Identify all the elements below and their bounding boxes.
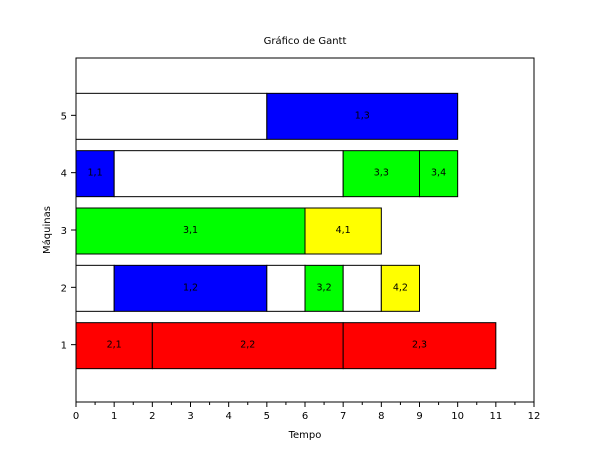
gantt-bar-2-1 bbox=[75, 322, 153, 370]
gantt-bar-label-1-2: 1,2 bbox=[183, 282, 198, 293]
gantt-bar-idle-15 bbox=[75, 92, 268, 140]
x-tick-label-1: 1 bbox=[111, 411, 117, 422]
gantt-bar-idle-5 bbox=[266, 264, 306, 312]
gantt-bar-label-1-3: 1,3 bbox=[355, 110, 370, 121]
gantt-bar-label-1-1: 1,1 bbox=[88, 168, 103, 179]
y-axis-label: Máquinas bbox=[41, 206, 53, 254]
gantt-bar-3-4 bbox=[419, 150, 459, 198]
gantt-bar-idle-7 bbox=[342, 264, 382, 312]
gantt-bar-idle-3 bbox=[75, 264, 115, 312]
gantt-bar-label-4-2: 4,2 bbox=[393, 282, 408, 293]
y-tick-label-4: 4 bbox=[61, 169, 67, 180]
gantt-bar-label-3-1: 3,1 bbox=[183, 225, 198, 236]
x-tick-label-10: 10 bbox=[451, 411, 464, 422]
gantt-bar-4-2 bbox=[380, 264, 421, 312]
gantt-bar-4-1 bbox=[304, 207, 382, 255]
x-tick-label-12: 12 bbox=[528, 411, 541, 422]
y-tick-label-1: 1 bbox=[61, 341, 67, 352]
bars-layer: 2,1 2,2 2,3 1,2 3,2 4,2 3,1 4,1 1,1 3,3 3,4 1,3 bbox=[75, 92, 497, 370]
gantt-bar-label-3-4: 3,4 bbox=[431, 168, 446, 179]
x-tick-label-7: 7 bbox=[340, 411, 346, 422]
x-tick-label-0: 0 bbox=[73, 411, 79, 422]
gantt-bar-label-2-1: 2,1 bbox=[107, 340, 122, 351]
x-tick-label-4: 4 bbox=[225, 411, 231, 422]
y-tick-label-3: 3 bbox=[61, 226, 67, 237]
gantt-bar-1-1 bbox=[75, 150, 115, 198]
x-tick-label-11: 11 bbox=[489, 411, 502, 422]
gantt-bar-2-3 bbox=[342, 322, 497, 370]
gantt-bar-idle-12 bbox=[113, 150, 344, 198]
y-tick-label-2: 2 bbox=[61, 283, 67, 294]
gantt-bar-label-2-2: 2,2 bbox=[240, 340, 255, 351]
x-tick-label-9: 9 bbox=[416, 411, 422, 422]
x-tick-label-2: 2 bbox=[149, 411, 155, 422]
gantt-bar-label-3-2: 3,2 bbox=[317, 282, 332, 293]
gantt-bar-label-2-3: 2,3 bbox=[412, 340, 427, 351]
x-axis-label: Tempo bbox=[288, 430, 322, 441]
gantt-bar-label-3-3: 3,3 bbox=[374, 168, 389, 179]
x-tick-label-5: 5 bbox=[264, 411, 270, 422]
gantt-bar-3-1 bbox=[75, 207, 306, 255]
y-tick-label-5: 5 bbox=[61, 111, 67, 122]
x-tick-label-8: 8 bbox=[378, 411, 384, 422]
gantt-bar-label-4-1: 4,1 bbox=[336, 225, 351, 236]
gantt-bar-2-2 bbox=[151, 322, 344, 370]
x-tick-label-6: 6 bbox=[302, 411, 308, 422]
x-tick-label-3: 3 bbox=[187, 411, 193, 422]
gantt-bar-1-3 bbox=[266, 92, 459, 140]
gantt-bar-3-2 bbox=[304, 264, 344, 312]
gantt-bar-3-3 bbox=[342, 150, 420, 198]
gantt-bar-1-2 bbox=[113, 264, 268, 312]
chart-title: Gráfico de Gantt bbox=[264, 35, 347, 47]
